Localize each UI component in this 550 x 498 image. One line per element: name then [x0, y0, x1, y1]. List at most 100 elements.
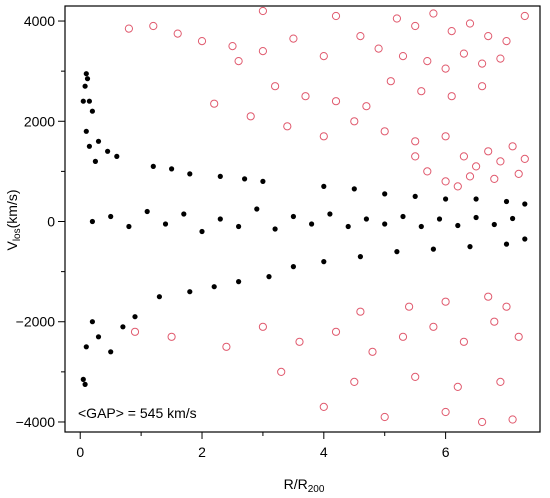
open-point — [386, 77, 395, 86]
y-axis-label: Vlos(km/s) — [4, 189, 23, 250]
y-axis-label-unit: (km/s) — [4, 189, 20, 228]
open-point — [514, 332, 523, 341]
filled-point — [382, 191, 388, 197]
open-point — [459, 337, 468, 346]
open-point — [441, 64, 450, 73]
open-point — [331, 327, 341, 336]
filled-point — [321, 259, 327, 265]
filled-point — [95, 334, 102, 340]
filled-point — [260, 178, 266, 184]
filled-point — [327, 211, 333, 217]
open-point — [496, 157, 505, 166]
filled-point — [522, 236, 528, 242]
filled-point — [418, 223, 424, 230]
x-tick-label: 4 — [320, 444, 328, 460]
open-point — [478, 417, 487, 427]
filled-point — [443, 196, 449, 202]
filled-point — [89, 319, 95, 325]
open-point — [441, 407, 450, 417]
open-point — [234, 57, 243, 66]
filled-point — [290, 213, 296, 220]
open-point — [356, 32, 365, 41]
open-point — [411, 372, 420, 381]
filled-point — [394, 249, 400, 255]
filled-point — [108, 213, 114, 220]
filled-point — [217, 216, 223, 222]
filled-point — [82, 381, 88, 387]
filled-point — [351, 186, 357, 192]
y-tick-label: 4000 — [24, 13, 55, 29]
open-point — [508, 142, 517, 151]
open-point — [331, 11, 341, 21]
filled-point — [132, 314, 138, 320]
filled-point — [162, 221, 169, 227]
open-point — [295, 337, 304, 346]
filled-point — [503, 198, 510, 205]
y-tick-label: 0 — [47, 214, 55, 230]
filled-point — [236, 279, 242, 285]
open-point — [484, 292, 493, 301]
filled-point — [150, 163, 156, 169]
open-point — [228, 42, 237, 51]
filled-point — [126, 223, 132, 230]
open-point — [362, 102, 371, 111]
open-point — [411, 152, 420, 161]
x-tick-label: 6 — [442, 444, 450, 460]
open-point — [411, 21, 420, 31]
open-point — [478, 59, 487, 68]
open-point — [459, 49, 468, 58]
open-point — [222, 342, 231, 351]
open-point — [459, 152, 468, 161]
open-point — [478, 82, 487, 91]
filled-point — [82, 83, 88, 89]
filled-point — [436, 216, 443, 222]
filled-point — [92, 158, 98, 164]
open-point — [465, 172, 475, 181]
open-point — [319, 132, 328, 141]
filled-point — [108, 349, 114, 355]
filled-point — [290, 264, 296, 270]
x-tick-label: 0 — [76, 444, 84, 460]
filled-point — [95, 138, 102, 144]
open-point — [197, 37, 207, 46]
open-point — [167, 332, 176, 341]
filled-point — [503, 241, 510, 247]
filled-point — [272, 226, 278, 232]
open-point — [398, 332, 408, 341]
filled-point — [80, 98, 86, 104]
filled-point — [144, 208, 150, 215]
filled-point — [86, 98, 92, 104]
open-point — [429, 322, 438, 331]
open-point — [453, 182, 462, 191]
open-point — [374, 44, 383, 53]
filled-point — [105, 148, 111, 154]
filled-point — [321, 183, 327, 189]
axes-layer: 0 2 4 6 −4000 −2000 0 2000 4000 — [16, 13, 450, 460]
filled-point — [473, 214, 479, 221]
open-point — [350, 377, 359, 386]
open-point — [271, 82, 280, 91]
open-point — [331, 97, 341, 106]
filled-point — [83, 71, 89, 77]
x-tick-label: 2 — [198, 444, 206, 460]
open-point — [289, 34, 298, 43]
filled-point — [211, 284, 217, 290]
filled-point — [266, 274, 272, 280]
open-point — [258, 47, 267, 56]
open-point — [520, 154, 529, 163]
open-point — [246, 112, 255, 121]
open-point — [173, 29, 182, 38]
open-point — [465, 19, 475, 28]
filled-point — [412, 193, 418, 199]
open-point — [417, 87, 426, 96]
open-point — [319, 402, 328, 411]
open-point — [350, 117, 359, 126]
open-point — [502, 302, 511, 311]
open-point — [508, 415, 517, 424]
open-point — [124, 24, 133, 33]
open-point — [447, 92, 456, 101]
filled-point — [455, 222, 461, 229]
filled-point — [169, 166, 175, 172]
filled-point — [509, 215, 516, 222]
